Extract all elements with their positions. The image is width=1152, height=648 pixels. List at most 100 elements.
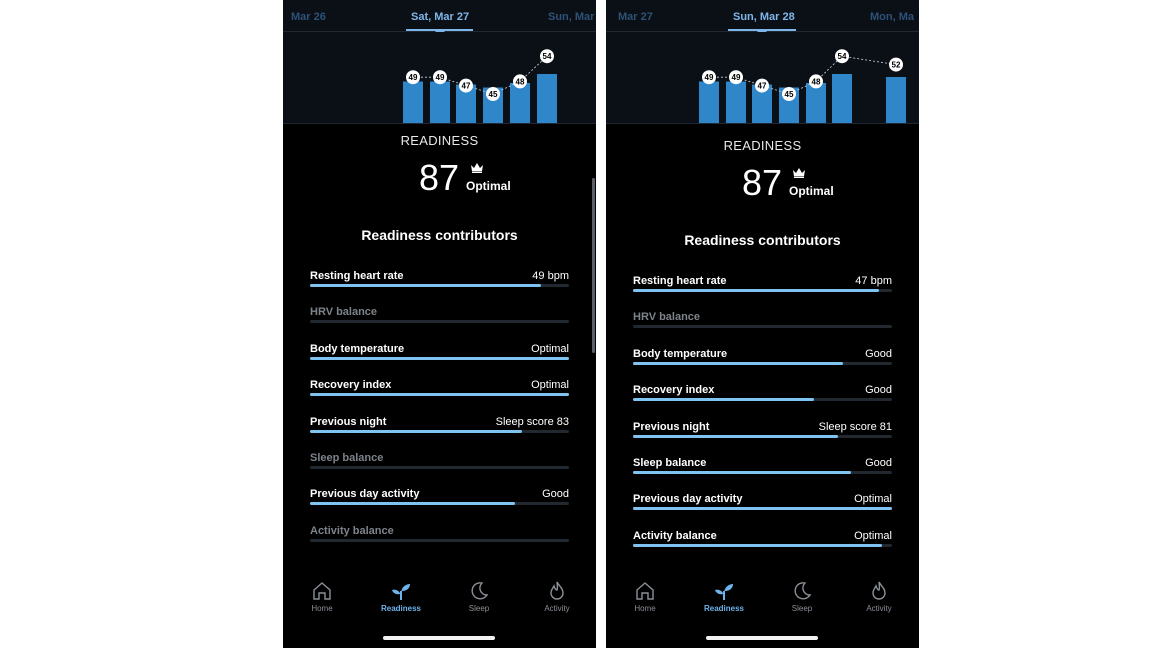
contributor-progress-track bbox=[633, 434, 892, 438]
date-next[interactable]: Mon, Ma bbox=[870, 11, 914, 23]
contributor-value: Good bbox=[865, 347, 892, 360]
tab-label: Activity bbox=[866, 604, 892, 613]
trend-value-label: 54 bbox=[838, 52, 847, 61]
date-current[interactable]: Sat, Mar 27 bbox=[411, 11, 470, 23]
contributor-row[interactable]: HRV balance bbox=[310, 306, 569, 330]
tab-readiness[interactable]: Readiness bbox=[371, 580, 431, 613]
moon-icon bbox=[794, 582, 812, 600]
contributor-value: Sleep score 83 bbox=[495, 415, 569, 428]
tab-sleep[interactable]: Sleep bbox=[449, 580, 509, 613]
tab-sleep[interactable]: Sleep bbox=[772, 580, 832, 613]
trend-value-label: 45 bbox=[489, 90, 498, 99]
contributor-progress-fill bbox=[633, 471, 851, 474]
trend-point bbox=[809, 74, 823, 89]
contributor-value: Good bbox=[865, 384, 892, 397]
contributor-row[interactable]: Activity balance Optimal bbox=[633, 530, 892, 554]
contributor-progress-fill bbox=[310, 429, 523, 433]
tab-label: Sleep bbox=[791, 604, 813, 613]
tab-label: Readiness bbox=[380, 604, 422, 613]
contributor-progress-track bbox=[310, 502, 569, 506]
contributor-row[interactable]: Previous night Sleep score 81 bbox=[633, 421, 892, 445]
trend-point bbox=[540, 49, 554, 64]
trend-point bbox=[889, 57, 903, 72]
contributor-label: Body temperature bbox=[633, 347, 728, 360]
contributor-row[interactable]: Sleep balance Good bbox=[633, 457, 892, 481]
trend-bar[interactable] bbox=[726, 81, 746, 124]
trend-value-label: 47 bbox=[462, 82, 471, 91]
readiness-screen-left: Mar 26 Sat, Mar 27 Sun, Mar 49 49 47 45 48 54… bbox=[283, 0, 596, 648]
trend-value-label: 48 bbox=[516, 77, 525, 86]
trend-point bbox=[729, 70, 743, 85]
contributor-label: Resting heart rate bbox=[633, 275, 727, 287]
contributor-row[interactable]: Recovery index Optimal bbox=[310, 379, 569, 403]
trend-bar[interactable] bbox=[832, 74, 852, 123]
trend-value-label: 49 bbox=[732, 73, 741, 82]
contributor-row[interactable]: Previous day activity Optimal bbox=[633, 493, 892, 517]
tab-label: Sleep bbox=[468, 604, 490, 613]
trend-bar[interactable] bbox=[430, 81, 450, 124]
trend-value-label: 47 bbox=[758, 82, 767, 91]
date-prev[interactable]: Mar 26 bbox=[291, 11, 326, 23]
tab-home[interactable]: Home bbox=[292, 580, 352, 613]
contributor-row[interactable]: Activity balance bbox=[310, 525, 569, 549]
trend-value-label: 45 bbox=[785, 90, 794, 99]
contributor-row[interactable]: Previous night Sleep score 83 bbox=[310, 416, 569, 440]
contributor-value: Optimal bbox=[854, 493, 892, 506]
trend-bar[interactable] bbox=[403, 81, 423, 124]
trend-bar[interactable] bbox=[806, 83, 826, 123]
tab-readiness[interactable]: Readiness bbox=[694, 580, 754, 613]
contributor-progress-track bbox=[633, 507, 892, 511]
scrollbar[interactable] bbox=[592, 178, 595, 353]
contributor-row[interactable]: Body temperature Optimal bbox=[310, 343, 569, 367]
tab-label: Home bbox=[311, 604, 333, 613]
readiness-trend-chart: 49 49 47 45 48 54 bbox=[283, 32, 596, 124]
trend-point bbox=[702, 70, 716, 85]
readiness-label: READINESS bbox=[723, 138, 802, 153]
moon-icon bbox=[471, 582, 489, 600]
contributors-title: Readiness contributors bbox=[361, 227, 518, 243]
date-prev[interactable]: Mar 27 bbox=[618, 11, 653, 23]
trend-bar[interactable] bbox=[537, 74, 557, 123]
contributor-value: Optimal bbox=[531, 379, 569, 392]
home-indicator[interactable] bbox=[383, 636, 495, 640]
trend-point bbox=[513, 74, 527, 89]
date-next[interactable]: Sun, Mar bbox=[548, 11, 595, 23]
trend-bar[interactable] bbox=[752, 84, 772, 124]
score-row: 87 Optimal bbox=[606, 163, 919, 203]
contributor-value: Good bbox=[542, 488, 569, 501]
tab-home[interactable]: Home bbox=[615, 580, 675, 613]
contributor-value: Sleep score 81 bbox=[818, 420, 892, 433]
trend-point bbox=[782, 87, 796, 101]
contributor-row[interactable]: HRV balance bbox=[633, 311, 892, 335]
sprout-icon bbox=[715, 584, 733, 600]
contributor-label: HRV balance bbox=[633, 311, 701, 324]
contributor-row[interactable]: Previous day activity Good bbox=[310, 488, 569, 512]
trend-bar[interactable] bbox=[699, 81, 719, 124]
tab-activity[interactable]: Activity bbox=[527, 580, 587, 613]
trend-point bbox=[486, 87, 500, 101]
home-indicator[interactable] bbox=[706, 636, 818, 640]
trend-bar[interactable] bbox=[886, 77, 906, 123]
trend-bar[interactable] bbox=[456, 84, 476, 124]
contributor-progress-track bbox=[310, 356, 569, 360]
date-current[interactable]: Sun, Mar 28 bbox=[733, 11, 795, 23]
sprout-icon bbox=[392, 584, 410, 600]
contributor-label: Activity balance bbox=[633, 529, 717, 542]
readiness-label: READINESS bbox=[400, 133, 479, 148]
contributor-row[interactable]: Sleep balance bbox=[310, 452, 569, 476]
contributor-row[interactable]: Resting heart rate 49 bpm bbox=[310, 270, 569, 294]
tab-activity[interactable]: Activity bbox=[849, 580, 909, 613]
trend-point bbox=[755, 78, 769, 93]
contributor-label: Previous night bbox=[310, 415, 387, 428]
contributor-progress-fill bbox=[633, 543, 882, 547]
contributor-row[interactable]: Resting heart rate 47 bpm bbox=[633, 275, 892, 299]
trend-bar[interactable] bbox=[510, 83, 530, 123]
readiness-score: 87 bbox=[419, 157, 460, 198]
contributor-row[interactable]: Recovery index Good bbox=[633, 384, 892, 408]
contributor-row[interactable]: Body temperature Good bbox=[633, 348, 892, 372]
date-selector: Mar 27 Sun, Mar 28 Mon, Ma bbox=[606, 0, 919, 36]
contributor-progress-track bbox=[633, 543, 892, 547]
contributor-label: Sleep balance bbox=[633, 457, 707, 469]
readiness-trend-chart: 49 49 47 45 48 54 52 bbox=[606, 32, 919, 124]
date-selector: Mar 26 Sat, Mar 27 Sun, Mar bbox=[283, 0, 596, 36]
